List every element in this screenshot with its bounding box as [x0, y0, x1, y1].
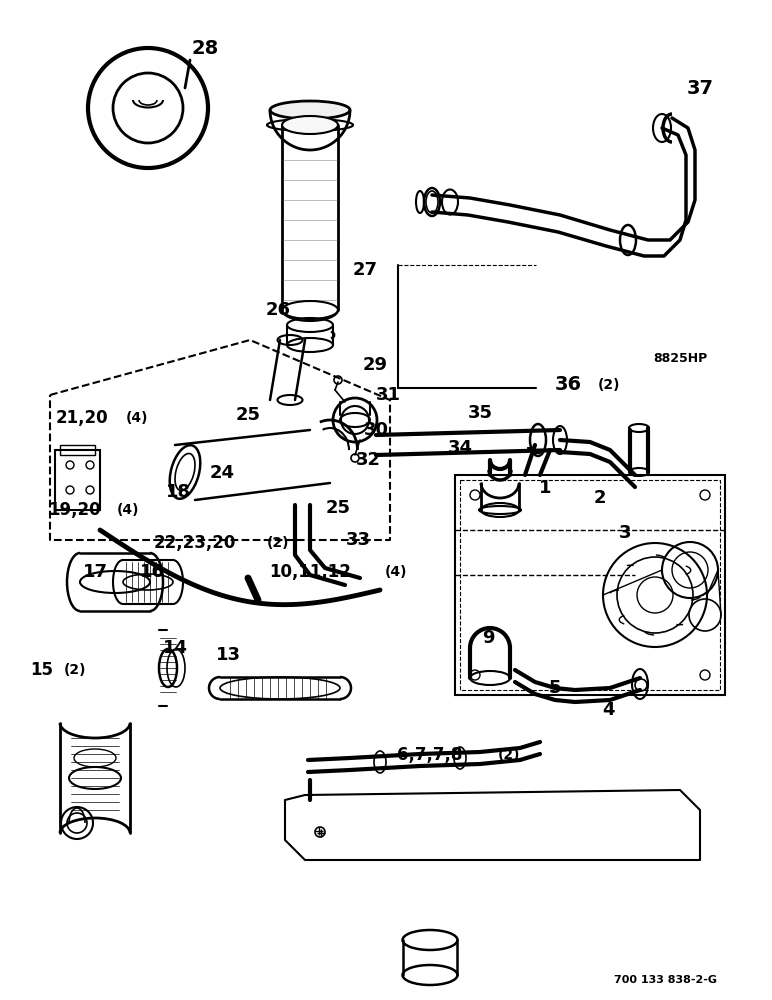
Text: 700 133 838-2-G: 700 133 838-2-G [614, 975, 716, 985]
Text: 1: 1 [539, 479, 551, 497]
Text: 15: 15 [31, 661, 53, 679]
Text: (4): (4) [126, 411, 148, 425]
Text: 3: 3 [618, 524, 631, 542]
Text: 16: 16 [140, 563, 164, 581]
Ellipse shape [282, 116, 338, 134]
Text: 18: 18 [165, 483, 191, 501]
Text: 13: 13 [215, 646, 241, 664]
Text: 36: 36 [554, 375, 581, 394]
Text: (2): (2) [267, 536, 290, 550]
Text: 31: 31 [375, 386, 401, 404]
Text: 26: 26 [266, 301, 290, 319]
Bar [455, 475, 725, 695]
Text: 17: 17 [83, 563, 107, 581]
Bar [60, 445, 95, 455]
Text: (4): (4) [385, 565, 408, 579]
Text: (2): (2) [498, 748, 520, 762]
Text: 5: 5 [549, 679, 561, 697]
Text: 33: 33 [346, 531, 371, 549]
Text: 10,11,12: 10,11,12 [269, 563, 351, 581]
Text: (4): (4) [117, 503, 140, 517]
Text: 35: 35 [468, 404, 493, 422]
Text: 19,20: 19,20 [49, 501, 101, 519]
Ellipse shape [270, 101, 350, 119]
Text: 37: 37 [686, 79, 713, 98]
Text: 30: 30 [364, 421, 388, 439]
Text: 28: 28 [191, 38, 218, 57]
Text: 24: 24 [209, 464, 235, 482]
Bar [460, 480, 720, 690]
Text: 25: 25 [326, 499, 350, 517]
Text: 21,20: 21,20 [56, 409, 108, 427]
Text: 29: 29 [363, 356, 388, 374]
Text: 9: 9 [482, 629, 494, 647]
Text: 2: 2 [594, 489, 606, 507]
Text: 22,23,20: 22,23,20 [154, 534, 236, 552]
Text: 6,7,7,8: 6,7,7,8 [398, 746, 462, 764]
Text: (2): (2) [598, 378, 621, 392]
Text: 27: 27 [353, 261, 378, 279]
Text: 4: 4 [601, 701, 615, 719]
Text: 34: 34 [448, 439, 472, 457]
Text: (2): (2) [64, 663, 86, 677]
Bar [55, 450, 100, 510]
Text: 8825HP: 8825HP [653, 352, 707, 364]
Text: 32: 32 [355, 451, 381, 469]
Text: 25: 25 [235, 406, 260, 424]
Text: 14: 14 [162, 639, 188, 657]
